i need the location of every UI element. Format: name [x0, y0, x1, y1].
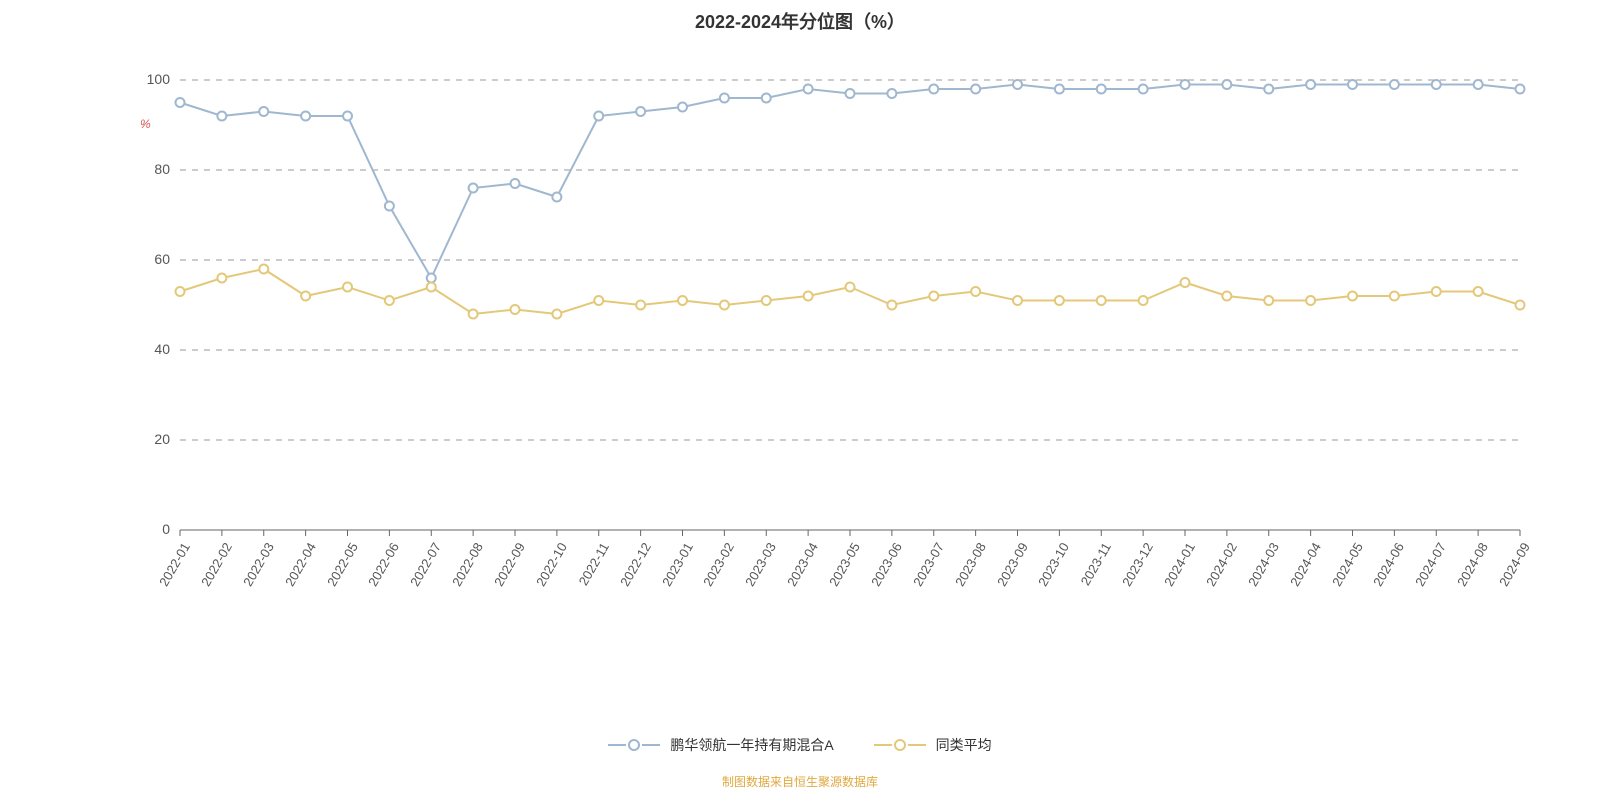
y-tick-label: 0 — [130, 521, 170, 537]
legend-item: 鹏华领航一年持有期混合A — [608, 735, 833, 755]
legend-marker-icon — [894, 739, 906, 751]
y-tick-label: 100 — [130, 71, 170, 87]
chart-title: 2022-2024年分位图（%） — [0, 8, 1600, 34]
chart-canvas — [0, 0, 1600, 800]
legend-marker-icon — [628, 739, 640, 751]
y-tick-label: 80 — [130, 161, 170, 177]
chart-footer: 制图数据来自恒生聚源数据库 — [0, 773, 1600, 790]
legend-item: 同类平均 — [874, 735, 992, 755]
y-tick-label: 20 — [130, 431, 170, 447]
y-tick-label: 40 — [130, 341, 170, 357]
percentile-line-chart: 2022-2024年分位图（%） % 020406080100 2022-012… — [0, 0, 1600, 800]
chart-legend: 鹏华领航一年持有期混合A 同类平均 — [0, 735, 1600, 755]
y-axis-unit: % — [140, 117, 151, 131]
y-tick-label: 60 — [130, 251, 170, 267]
legend-label: 鹏华领航一年持有期混合A — [670, 735, 833, 755]
legend-label: 同类平均 — [936, 735, 992, 755]
